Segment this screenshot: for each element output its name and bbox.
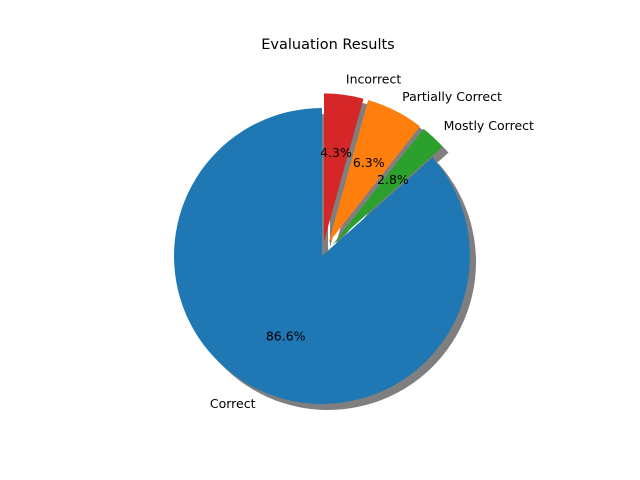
slice-percent-partially-correct: 6.3% xyxy=(353,155,385,170)
slice-percent-incorrect: 4.3% xyxy=(320,145,352,160)
slice-percent-mostly-correct: 2.8% xyxy=(377,172,409,187)
slice-label-incorrect: Incorrect xyxy=(346,72,401,87)
pie-label-layer: Correct 86.6% Mostly Correct 2.8% Partially … xyxy=(210,72,534,412)
slice-label-correct: Correct xyxy=(210,396,256,411)
pie-slice-mostly-correct xyxy=(332,128,443,246)
slice-label-partially-correct: Partially Correct xyxy=(402,89,502,104)
pie-slice-partially-correct xyxy=(328,100,421,243)
pie-wedge-layer xyxy=(174,93,471,404)
slice-percent-correct: 86.6% xyxy=(266,329,306,344)
slice-label-mostly-correct: Mostly Correct xyxy=(444,118,534,133)
pie-slice-correct xyxy=(174,108,471,404)
chart-title: Evaluation Results xyxy=(261,37,394,53)
pie-slice-incorrect xyxy=(323,93,364,242)
